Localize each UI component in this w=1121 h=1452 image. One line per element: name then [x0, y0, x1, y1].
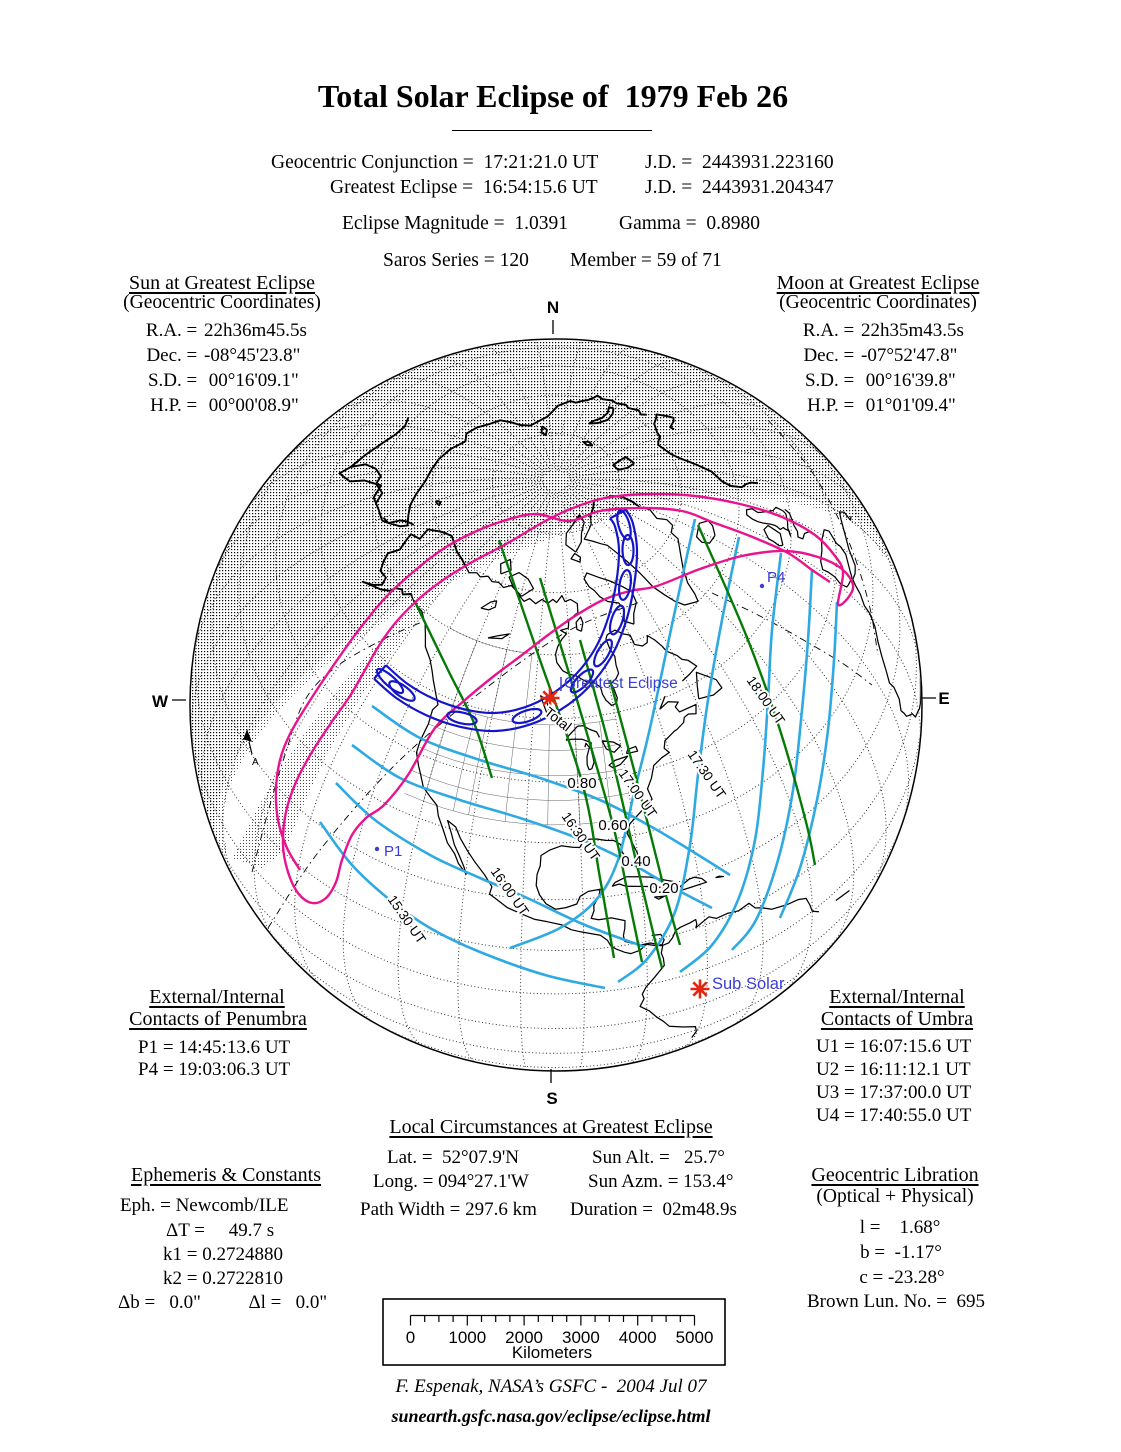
svg-text:0.60: 0.60 [598, 817, 627, 834]
svg-text:Sub Solar: Sub Solar [712, 975, 785, 993]
svg-text:5000: 5000 [676, 1328, 714, 1347]
svg-text:0.40: 0.40 [621, 853, 650, 870]
svg-text:P1: P1 [384, 843, 402, 860]
svg-text:S: S [546, 1089, 557, 1108]
svg-text:N: N [547, 298, 559, 317]
svg-text:E: E [938, 689, 949, 708]
svg-text:1000: 1000 [448, 1328, 486, 1347]
svg-text:3000: 3000 [562, 1328, 600, 1347]
svg-text:Greatest Eclipse: Greatest Eclipse [564, 675, 678, 692]
svg-text:0: 0 [406, 1328, 415, 1347]
svg-text:W: W [152, 692, 169, 711]
svg-text:A: A [252, 757, 259, 768]
svg-text:0.20: 0.20 [649, 880, 678, 897]
svg-text:0.80: 0.80 [567, 775, 596, 792]
svg-text:4000: 4000 [619, 1328, 657, 1347]
svg-text:Kilometers: Kilometers [512, 1343, 592, 1362]
svg-text:P4: P4 [767, 569, 785, 586]
svg-text:2000: 2000 [505, 1328, 543, 1347]
